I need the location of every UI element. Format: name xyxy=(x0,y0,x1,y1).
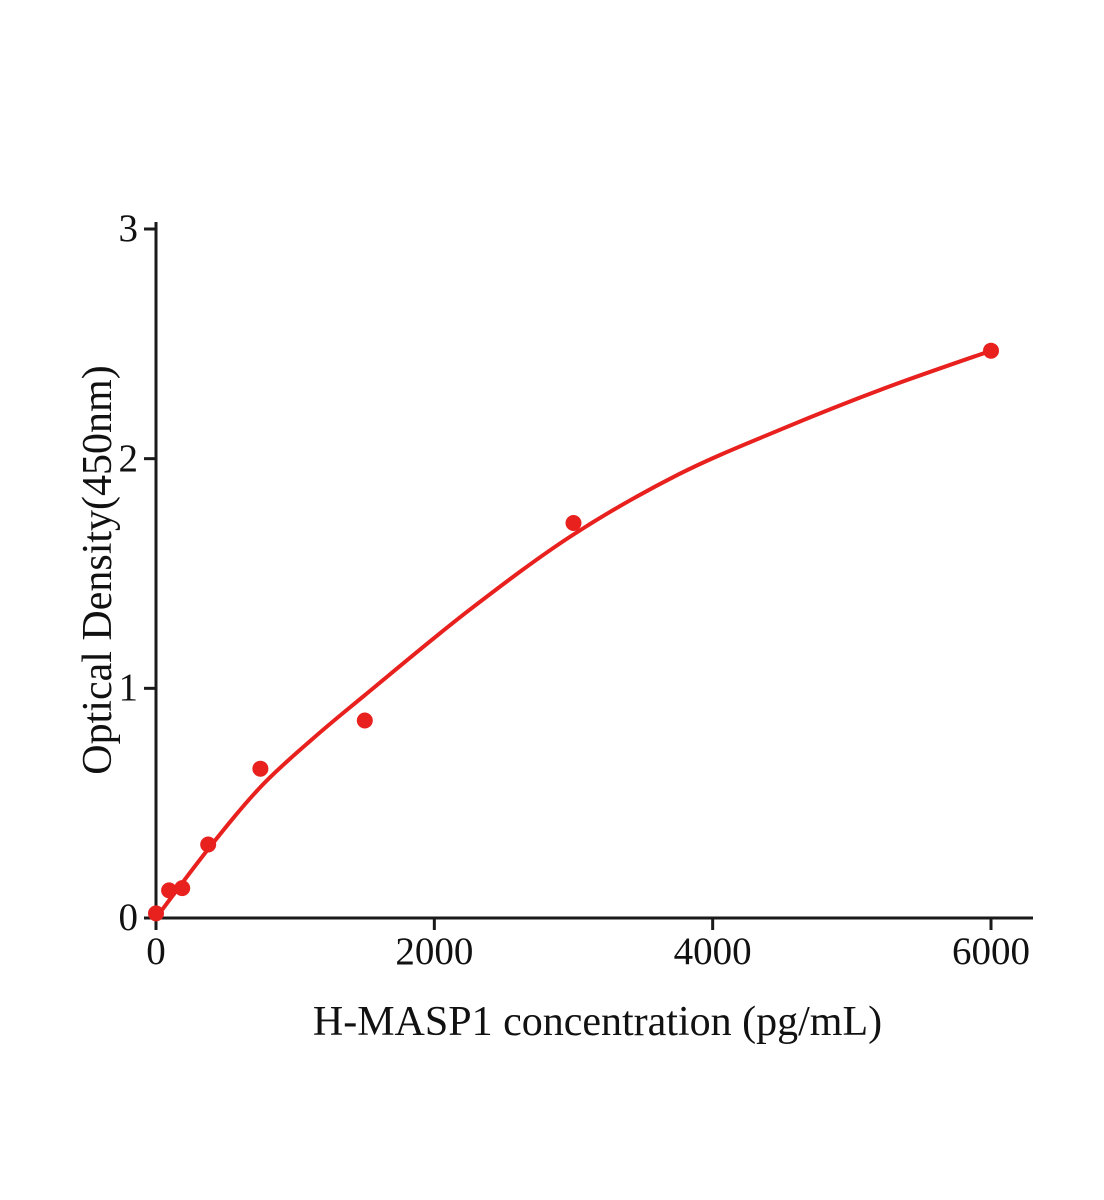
data-point xyxy=(148,905,164,922)
data-point xyxy=(161,882,178,899)
x-axis-title: H-MASP1 concentration (pg/mL) xyxy=(312,999,883,1045)
y-axis-title: Optical Density(450nm) xyxy=(75,365,121,775)
data-point xyxy=(565,515,582,531)
y-tick-label: 2 xyxy=(118,436,139,480)
y-tick-label: 1 xyxy=(118,666,139,710)
x-tick-label: 0 xyxy=(146,930,166,973)
fit-curve xyxy=(154,348,993,920)
y-tick-label: 3 xyxy=(118,207,139,250)
x-tick-label: 4000 xyxy=(673,930,752,973)
data-point xyxy=(174,880,191,897)
x-tick-label: 6000 xyxy=(952,930,1030,973)
data-point xyxy=(983,342,999,359)
data-point xyxy=(252,760,269,777)
y-tick-label: 0 xyxy=(118,896,139,939)
data-point xyxy=(200,836,217,853)
data-point xyxy=(356,712,373,729)
x-tick-label: 2000 xyxy=(395,930,474,973)
